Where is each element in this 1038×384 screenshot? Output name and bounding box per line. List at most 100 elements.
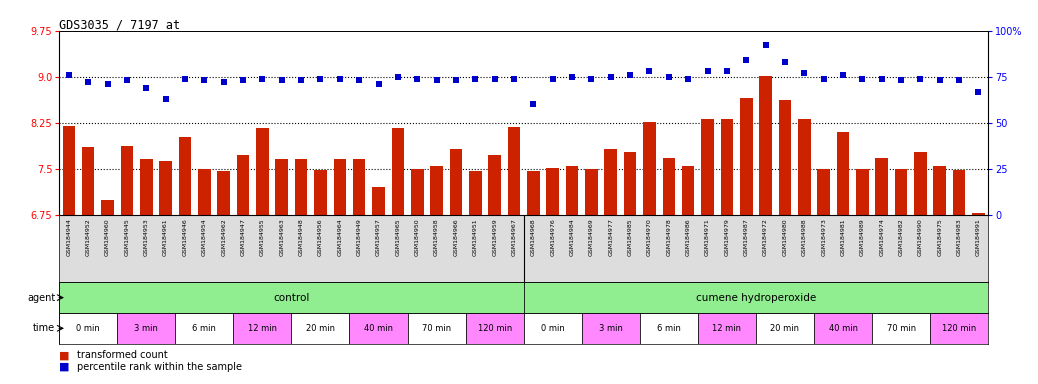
Bar xyxy=(353,159,365,215)
Text: GSM184956: GSM184956 xyxy=(318,218,323,256)
Text: 20 min: 20 min xyxy=(306,324,335,333)
Bar xyxy=(973,213,985,215)
Bar xyxy=(682,166,694,215)
Text: GSM184967: GSM184967 xyxy=(512,218,517,256)
Bar xyxy=(837,132,849,215)
Text: GSM184970: GSM184970 xyxy=(647,218,652,256)
Bar xyxy=(740,98,753,215)
Bar xyxy=(527,171,540,215)
Point xyxy=(389,74,406,80)
Point xyxy=(118,78,135,84)
Text: GSM184958: GSM184958 xyxy=(434,218,439,256)
Bar xyxy=(872,313,930,344)
Bar xyxy=(62,126,75,215)
Point xyxy=(564,74,580,80)
Bar xyxy=(760,76,772,215)
Bar xyxy=(315,170,327,215)
Point xyxy=(506,76,522,82)
Text: 70 min: 70 min xyxy=(886,324,916,333)
Text: GSM184952: GSM184952 xyxy=(86,218,90,256)
Text: GSM184985: GSM184985 xyxy=(628,218,632,256)
Bar xyxy=(488,156,501,215)
Bar xyxy=(778,100,791,215)
Bar xyxy=(930,313,988,344)
Text: GSM184945: GSM184945 xyxy=(125,218,130,256)
Text: GSM184965: GSM184965 xyxy=(395,218,401,256)
Bar xyxy=(914,152,927,215)
Point xyxy=(873,76,890,82)
Point xyxy=(235,78,251,84)
Bar xyxy=(639,313,698,344)
Bar xyxy=(702,119,714,215)
Point xyxy=(931,78,948,84)
Text: transformed count: transformed count xyxy=(77,350,167,360)
Text: GSM184950: GSM184950 xyxy=(415,218,419,256)
Text: 6 min: 6 min xyxy=(657,324,681,333)
Point xyxy=(758,42,774,48)
Point xyxy=(138,85,155,91)
Bar xyxy=(237,156,249,215)
Bar xyxy=(179,137,191,215)
Point xyxy=(971,88,987,94)
Text: GDS3035 / 7197_at: GDS3035 / 7197_at xyxy=(59,18,181,31)
Bar xyxy=(350,313,408,344)
Point xyxy=(254,76,271,82)
Point xyxy=(100,81,116,87)
Text: GSM184974: GSM184974 xyxy=(879,218,884,256)
Point xyxy=(776,59,793,65)
Point xyxy=(544,76,561,82)
Text: percentile rank within the sample: percentile rank within the sample xyxy=(77,362,242,372)
Text: GSM184969: GSM184969 xyxy=(589,218,594,256)
Point xyxy=(660,74,677,80)
Point xyxy=(602,74,619,80)
Bar xyxy=(292,313,350,344)
Point xyxy=(293,78,309,84)
Point xyxy=(409,76,426,82)
Bar xyxy=(469,171,482,215)
Bar xyxy=(798,119,811,215)
Point xyxy=(196,78,213,84)
Text: GSM184944: GSM184944 xyxy=(66,218,72,256)
Point xyxy=(158,96,174,102)
Bar xyxy=(82,147,94,215)
Bar xyxy=(581,313,639,344)
Bar xyxy=(720,119,733,215)
Text: GSM184951: GSM184951 xyxy=(472,218,477,256)
Text: GSM184953: GSM184953 xyxy=(143,218,148,256)
Text: time: time xyxy=(33,323,55,333)
Point xyxy=(912,76,929,82)
Text: GSM184977: GSM184977 xyxy=(608,218,613,256)
Point xyxy=(854,76,871,82)
Point xyxy=(525,101,542,108)
Bar xyxy=(814,313,872,344)
Text: GSM184973: GSM184973 xyxy=(821,218,826,256)
Text: 40 min: 40 min xyxy=(364,324,393,333)
Bar xyxy=(895,169,907,215)
Text: GSM184991: GSM184991 xyxy=(976,218,981,256)
Text: GSM184978: GSM184978 xyxy=(666,218,672,256)
Bar xyxy=(373,187,385,215)
Bar xyxy=(508,127,520,215)
Text: 20 min: 20 min xyxy=(770,324,799,333)
Text: GSM184968: GSM184968 xyxy=(530,218,536,256)
Bar xyxy=(856,169,869,215)
Point xyxy=(487,76,503,82)
Bar xyxy=(234,313,292,344)
Bar xyxy=(411,169,424,215)
Text: GSM184984: GSM184984 xyxy=(570,218,575,256)
Point xyxy=(700,68,716,74)
Bar xyxy=(566,166,578,215)
Bar xyxy=(295,159,307,215)
Text: GSM184976: GSM184976 xyxy=(550,218,555,256)
Point xyxy=(312,76,329,82)
Bar xyxy=(449,149,462,215)
Point xyxy=(816,76,832,82)
Bar xyxy=(217,171,230,215)
Bar xyxy=(408,313,466,344)
Text: cumene hydroperoxide: cumene hydroperoxide xyxy=(695,293,816,303)
Point xyxy=(371,81,387,87)
Bar xyxy=(756,313,814,344)
Bar xyxy=(333,159,346,215)
Text: 0 min: 0 min xyxy=(541,324,565,333)
Text: GSM184966: GSM184966 xyxy=(454,218,459,256)
